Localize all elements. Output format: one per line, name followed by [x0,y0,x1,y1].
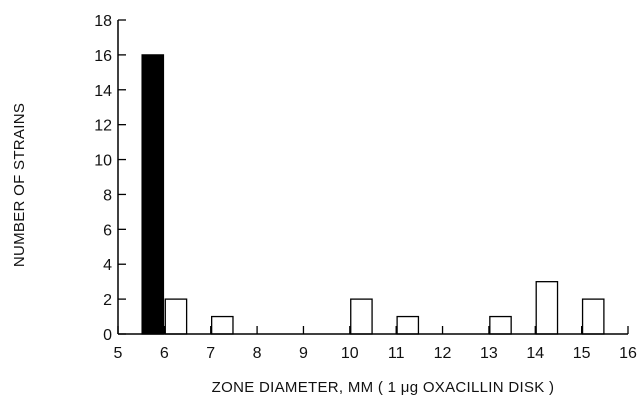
x-axis-title: ZONE DIAMETER, MM ( 1 μg OXACILLIN DISK … [212,379,555,396]
x-tick-label: 15 [573,345,591,362]
bar-3 [211,315,234,335]
x-tick-label: 5 [114,345,123,362]
y-tick-label: 12 [94,118,112,135]
y-tick-label: 0 [103,327,112,344]
bar-4 [350,298,373,335]
bar-1 [141,54,165,335]
y-ticks: 0 2 4 6 8 10 12 14 16 18 [94,13,126,344]
x-tick-label: 8 [253,345,262,362]
bar-8 [581,298,605,335]
x-tick-label: 13 [480,345,498,362]
y-tick-label: 4 [103,257,112,274]
x-tick-label: 9 [299,345,308,362]
x-tick-label: 14 [526,345,544,362]
bar-2 [164,298,188,335]
y-tick-label: 16 [94,48,112,65]
x-ticks: 5 6 7 8 9 10 11 12 13 14 15 16 [114,326,637,362]
y-tick-label: 14 [94,83,112,100]
x-tick-label: 10 [341,345,359,362]
y-tick-label: 8 [103,187,112,204]
bar-7 [535,281,559,335]
x-tick-label: 12 [434,345,452,362]
y-tick-label: 2 [103,292,112,309]
y-tick-label: 18 [94,13,112,30]
bars-layer [141,54,605,335]
x-tick-label: 6 [160,345,169,362]
y-axis-title: NUMBER OF STRAINS [11,103,28,267]
y-tick-label: 6 [103,222,112,239]
x-tick-label: 11 [388,345,405,362]
x-tick-label: 7 [206,345,215,362]
y-tick-label: 10 [94,153,112,170]
x-tick-label: 16 [619,345,637,362]
bar-6 [489,315,512,335]
bar-5 [396,315,420,335]
